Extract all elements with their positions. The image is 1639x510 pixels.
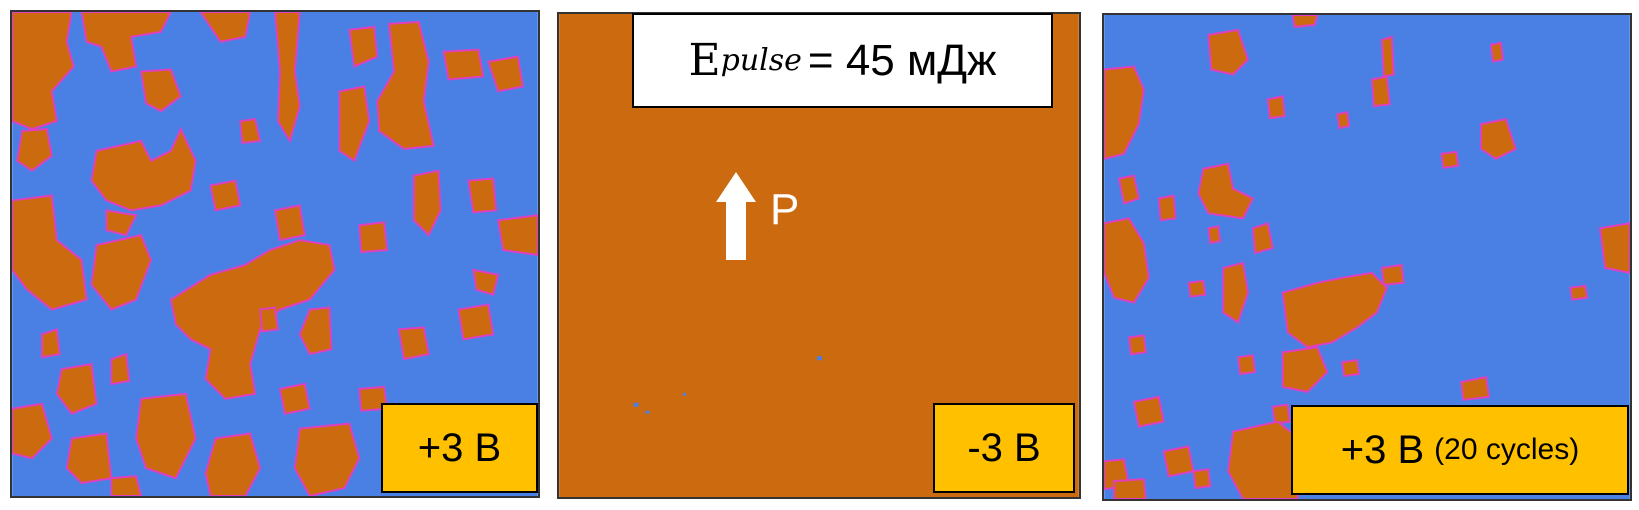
voltage-value-1: +3 В: [417, 425, 502, 470]
domain-map-panel-3: [1102, 13, 1632, 501]
arrow-up-icon: [716, 172, 756, 260]
polarization-label: P: [770, 185, 800, 234]
energy-subscript: pulse: [720, 43, 802, 78]
up-domains: [1104, 15, 1630, 499]
voltage-label-2: -3 В: [933, 403, 1075, 493]
energy-value: = 45 мДж: [807, 35, 997, 85]
up-domains: [12, 12, 538, 496]
energy-symbol: E: [688, 35, 721, 86]
voltage-label-1: +3 В: [381, 403, 538, 493]
cycles-note: (20 cycles): [1434, 433, 1580, 466]
voltage-value-2: -3 В: [967, 425, 1041, 470]
voltage-label-3: +3 В (20 cycles): [1291, 405, 1629, 495]
voltage-value-3: +3 В: [1340, 427, 1425, 472]
domain-map-3: [1104, 15, 1630, 499]
residual-down-domains: [633, 356, 822, 414]
